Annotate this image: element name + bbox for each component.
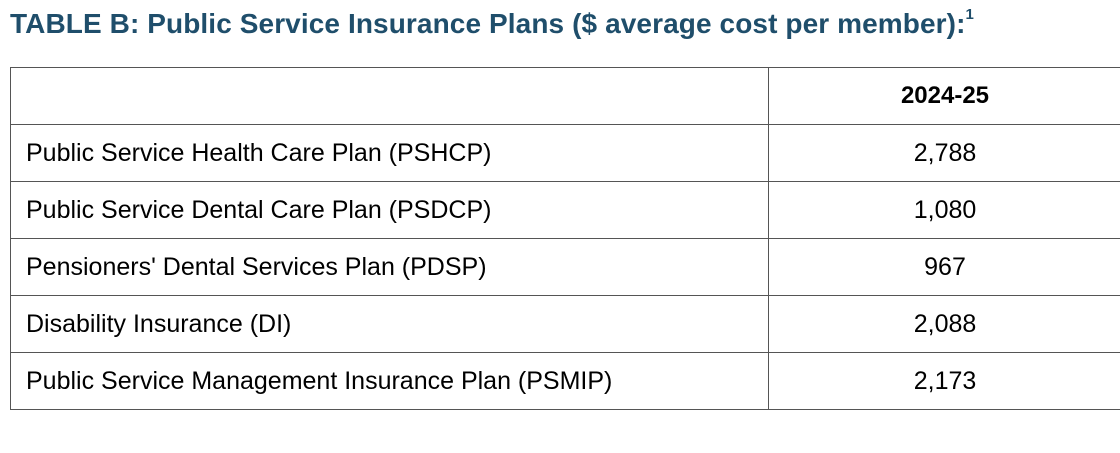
insurance-plans-table: 2024-25 Public Service Health Care Plan … [10,67,1120,410]
plan-cost-cell: 2,173 [768,352,1120,410]
header-plan-name [10,67,769,125]
header-year: 2024-25 [768,67,1120,125]
plan-name-cell: Disability Insurance (DI) [10,295,769,353]
plan-name-cell: Pensioners' Dental Services Plan (PDSP) [10,238,769,296]
plan-name-cell: Public Service Dental Care Plan (PSDCP) [10,181,769,239]
table-row: Public Service Dental Care Plan (PSDCP) … [10,181,1120,239]
plan-cost-cell: 1,080 [768,181,1120,239]
plan-cost-cell: 2,788 [768,124,1120,182]
plan-name-cell: Public Service Management Insurance Plan… [10,352,769,410]
plan-name-cell: Public Service Health Care Plan (PSHCP) [10,124,769,182]
table-row: Pensioners' Dental Services Plan (PDSP) … [10,238,1120,296]
plan-cost-cell: 2,088 [768,295,1120,353]
table-title-text: TABLE B: Public Service Insurance Plans … [10,8,966,39]
plan-cost-cell: 967 [768,238,1120,296]
table-header-row: 2024-25 [10,67,1120,125]
table-row: Disability Insurance (DI) 2,088 [10,295,1120,353]
table-row: Public Service Health Care Plan (PSHCP) … [10,124,1120,182]
table-title: TABLE B: Public Service Insurance Plans … [10,5,974,40]
footnote-marker: 1 [965,5,974,23]
table-row: Public Service Management Insurance Plan… [10,352,1120,410]
